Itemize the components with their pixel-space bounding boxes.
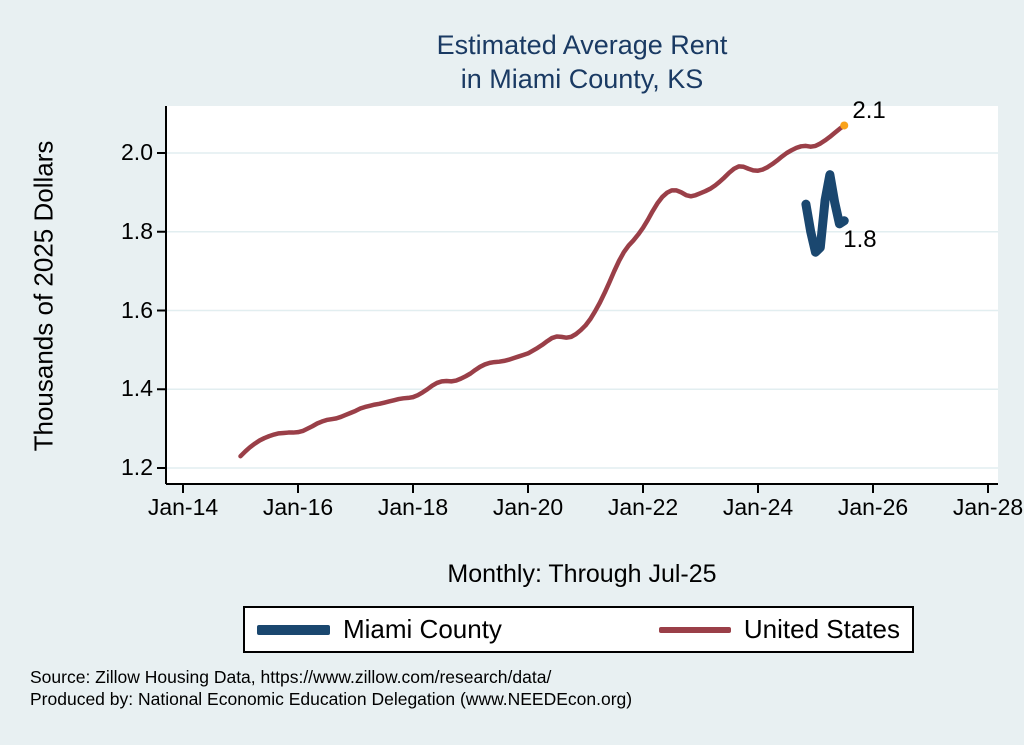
x-tick-label: Jan-22 xyxy=(607,494,679,520)
x-tick-label: Jan-26 xyxy=(837,494,909,520)
united-states-line-swatch xyxy=(658,626,731,633)
chart-subtitle: Monthly: Through Jul-25 xyxy=(447,560,717,588)
legend-item-miami-county: Miami County xyxy=(257,614,502,645)
miami-county-line-swatch xyxy=(257,624,330,635)
chart-title-line1: Estimated Average Rent xyxy=(436,30,728,60)
y-tick-label: 1.8 xyxy=(121,217,153,244)
legend-label-miami-county: Miami County xyxy=(343,614,502,644)
chart-svg xyxy=(157,106,998,493)
source-line: Source: Zillow Housing Data, https://www… xyxy=(30,667,552,687)
y-tick-label: 2.0 xyxy=(121,139,153,165)
y-tick-label: 1.6 xyxy=(121,296,153,323)
chart-title: Estimated Average Rent in Miami County, … xyxy=(166,28,998,96)
plot-area xyxy=(157,106,998,493)
y-tick-label: 1.4 xyxy=(121,375,153,402)
legend-box: Miami County United States xyxy=(243,606,914,653)
series-line-miami-county xyxy=(801,170,849,257)
x-tick-label: Jan-18 xyxy=(377,494,449,520)
y-axis-title: Thousands of 2025 Dollars xyxy=(28,140,59,452)
end-value-label: 2.1 xyxy=(852,97,886,125)
x-tick-label: Jan-24 xyxy=(722,494,794,520)
legend-item-united-states: United States xyxy=(658,614,900,645)
produced-by-line: Produced by: National Economic Education… xyxy=(30,689,633,709)
legend-label-united-states: United States xyxy=(743,614,900,644)
source-attribution: Source: Zillow Housing Data, https://www… xyxy=(30,666,632,710)
y-tick-label: 1.2 xyxy=(121,454,153,480)
x-tick-label: Jan-20 xyxy=(492,494,564,520)
latest-value-dot xyxy=(840,121,849,130)
end-value-label: 1.8 xyxy=(843,225,877,253)
x-tick-label: Jan-16 xyxy=(262,494,334,520)
series-line-united-states xyxy=(238,123,847,459)
chart-title-line2: in Miami County, KS xyxy=(460,64,704,94)
x-tick-label: Jan-28 xyxy=(952,494,1024,520)
x-tick-label: Jan-14 xyxy=(147,494,219,520)
